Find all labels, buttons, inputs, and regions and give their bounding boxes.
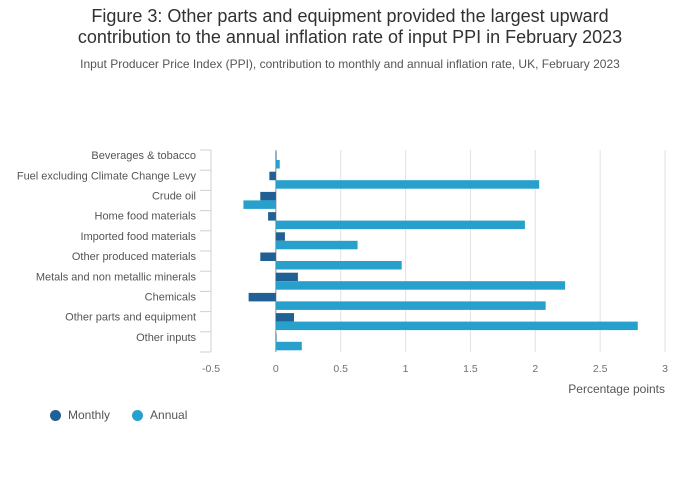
- legend-label-annual: Annual: [150, 408, 188, 422]
- chart-title-line-1: Figure 3: Other parts and equipment prov…: [91, 6, 609, 26]
- annual-bar: [275, 321, 638, 331]
- annual-bar: [275, 220, 525, 230]
- x-tick-label: 3: [662, 363, 668, 375]
- category-label: Chemicals: [145, 292, 197, 304]
- annual-bar: [275, 341, 302, 351]
- monthly-bar: [248, 292, 276, 302]
- annual-bar: [243, 200, 276, 209]
- x-tick-label: 2: [532, 363, 538, 375]
- category-label: Crude oil: [152, 191, 196, 203]
- category-label: Metals and non metallic minerals: [36, 271, 197, 283]
- x-tick-label: 1.5: [463, 363, 478, 375]
- monthly-bar: [275, 272, 298, 282]
- monthly-bar: [275, 333, 277, 342]
- chart-legend: Monthly Annual: [50, 408, 187, 422]
- monthly-bar: [260, 252, 276, 261]
- category-label: Other parts and equipment: [65, 312, 196, 324]
- monthly-bar: [269, 171, 276, 181]
- legend-label-monthly: Monthly: [68, 408, 111, 422]
- monthly-bar: [275, 232, 285, 241]
- x-axis-label: Percentage points: [568, 382, 665, 396]
- x-tick-label: 2.5: [593, 363, 608, 375]
- legend-item-annual[interactable]: Annual: [132, 408, 187, 422]
- annual-bar: [275, 261, 402, 270]
- category-label: Imported food materials: [80, 231, 196, 243]
- category-label: Other produced materials: [72, 251, 197, 263]
- category-label: Other inputs: [136, 332, 196, 344]
- monthly-bar: [268, 212, 276, 221]
- legend-marker-annual: [132, 409, 144, 421]
- chart-title: Figure 3: Other parts and equipment prov…: [0, 6, 700, 48]
- monthly-bar: [260, 191, 276, 201]
- x-tick-label: 0.5: [333, 363, 348, 375]
- legend-marker-monthly: [50, 409, 61, 421]
- category-label: Beverages & tobacco: [91, 150, 196, 162]
- annual-bar: [275, 281, 566, 290]
- x-tick-label: 1: [403, 363, 409, 375]
- annual-bar: [275, 240, 358, 250]
- monthly-bar: [275, 313, 295, 322]
- legend-item-monthly[interactable]: Monthly: [50, 408, 110, 422]
- x-tick-label: 0: [273, 363, 279, 375]
- annual-bar: [275, 180, 540, 189]
- chart-subtitle: Input Producer Price Index (PPI), contri…: [80, 57, 620, 71]
- monthly-bar: [275, 151, 277, 160]
- annual-bar: [275, 301, 546, 310]
- x-tick-label: -0.5: [202, 363, 220, 375]
- category-label: Home food materials: [95, 211, 197, 223]
- chart-title-line-2: contribution to the annual inflation rat…: [77, 27, 623, 47]
- category-label: Fuel excluding Climate Change Levy: [17, 170, 197, 182]
- annual-bar: [275, 160, 280, 169]
